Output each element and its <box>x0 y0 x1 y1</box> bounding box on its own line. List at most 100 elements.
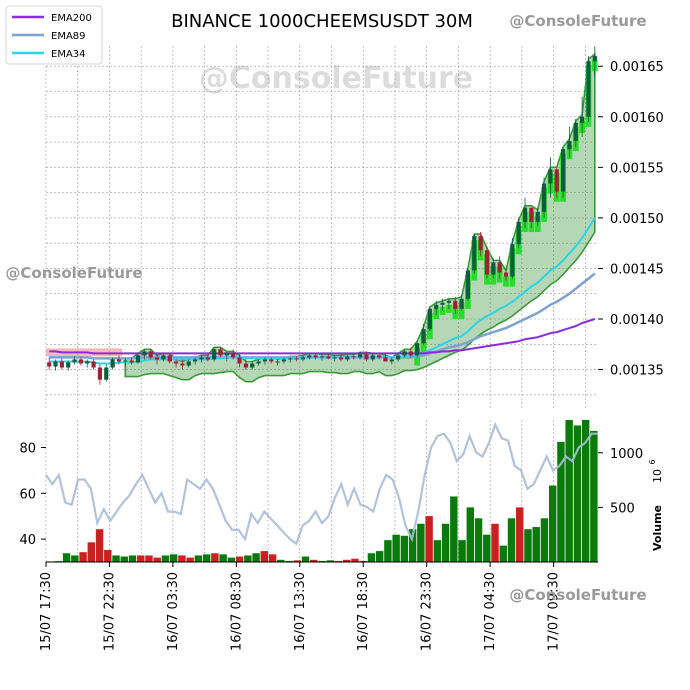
candle-body <box>554 169 559 192</box>
candle-body <box>446 300 451 303</box>
candle-body <box>237 357 242 364</box>
candle-body <box>370 355 375 360</box>
grid-layer <box>45 46 598 562</box>
volume-bar <box>408 529 417 562</box>
candle-body <box>586 61 591 117</box>
candle-body <box>142 351 147 356</box>
candle-body <box>199 357 204 360</box>
candle-body <box>491 262 496 275</box>
volume-bar <box>235 556 244 562</box>
candle-body <box>580 116 585 123</box>
candle-body <box>383 357 388 362</box>
volume-bar <box>95 529 104 562</box>
x-tick-label: 16/07 08:30 <box>229 572 244 651</box>
candles <box>47 46 597 385</box>
volume-bar <box>219 554 227 562</box>
volume-bar <box>351 558 359 562</box>
candle-body <box>573 122 578 142</box>
watermark-top-right: @ConsoleFuture <box>509 12 646 30</box>
candle-body <box>154 357 160 360</box>
volume-bar <box>301 556 310 562</box>
candle-body <box>212 349 217 360</box>
candle-body <box>548 169 553 184</box>
candle-body <box>135 355 141 363</box>
volume-bar <box>153 557 161 562</box>
candle-body <box>408 351 413 356</box>
candle-body <box>53 361 58 367</box>
candle-body <box>173 361 179 364</box>
candle-body <box>116 359 122 362</box>
volume-bar <box>384 540 392 562</box>
volume-tick-label: 1000 <box>610 447 643 462</box>
price-tick-label: 0.00135 <box>610 364 664 379</box>
candle-body <box>561 149 566 192</box>
watermark-center: @ConsoleFuture <box>199 61 473 96</box>
volume-bar <box>450 496 458 562</box>
candle-body <box>338 357 344 360</box>
candle-body <box>465 270 471 299</box>
volume-axis-exponent: 6 <box>648 459 657 464</box>
candle-body <box>193 359 198 362</box>
volume-bar <box>112 555 120 562</box>
candle-body <box>224 353 229 356</box>
candle-body <box>357 354 363 358</box>
volume-bar <box>425 516 433 562</box>
candle-body <box>434 304 439 309</box>
x-tick-label: 16/07 03:30 <box>166 572 181 651</box>
candle-body <box>319 356 325 358</box>
candle-body <box>592 56 597 62</box>
candle-body <box>345 356 350 360</box>
volume-bar <box>310 559 318 562</box>
candle-body <box>510 244 515 277</box>
price-tick-label: 0.00140 <box>610 313 664 328</box>
candle-body <box>364 354 369 360</box>
candle-body <box>167 355 172 362</box>
ema200-line <box>49 318 596 355</box>
candle-body <box>269 359 274 362</box>
candle-body <box>180 363 185 366</box>
volume-tick-label: 500 <box>610 501 635 516</box>
price-tick-label: 0.00160 <box>610 111 664 126</box>
volume-bar <box>260 551 269 562</box>
candle-body <box>478 236 483 251</box>
candle-body <box>541 183 547 212</box>
candle-body <box>402 351 407 356</box>
candle-body <box>231 353 236 358</box>
volume-bar <box>120 556 128 562</box>
candle-body <box>91 361 96 368</box>
volume-bar <box>186 557 194 562</box>
candle-body <box>472 236 477 271</box>
candle-body <box>453 300 458 309</box>
candle-body <box>59 361 64 368</box>
legend-label-ema89: EMA89 <box>51 31 86 42</box>
candle-body <box>389 359 394 362</box>
volume-axis-label: Volume <box>651 505 664 551</box>
legend-label-ema34: EMA34 <box>51 49 86 60</box>
candle-body <box>281 359 287 362</box>
candle-body <box>123 360 128 362</box>
candle-body <box>148 351 153 358</box>
candle-body <box>421 329 426 344</box>
x-tick-label: 16/07 23:30 <box>420 572 435 651</box>
volume-bar <box>474 518 483 562</box>
rsi-tick-label: 80 <box>19 441 36 456</box>
legend: EMA200 EMA89 EMA34 <box>5 5 103 65</box>
candle-body <box>351 356 356 358</box>
x-tick-label: 15/07 17:30 <box>39 572 54 651</box>
candle-body <box>47 362 52 367</box>
volume-bar <box>285 560 293 562</box>
candle-body <box>262 359 267 362</box>
volume-bar <box>491 523 499 562</box>
candle-body <box>275 361 280 363</box>
volume-bar <box>169 554 178 562</box>
candle-body <box>288 358 293 360</box>
volume-bar <box>590 430 598 562</box>
candle-body <box>161 355 166 360</box>
volume-bars <box>46 420 598 562</box>
candle-body <box>250 363 255 368</box>
volume-bar <box>62 553 71 562</box>
volume-bar <box>87 542 96 562</box>
volume-bar <box>227 557 236 562</box>
volume-bar <box>318 560 326 562</box>
candle-body <box>503 272 509 277</box>
